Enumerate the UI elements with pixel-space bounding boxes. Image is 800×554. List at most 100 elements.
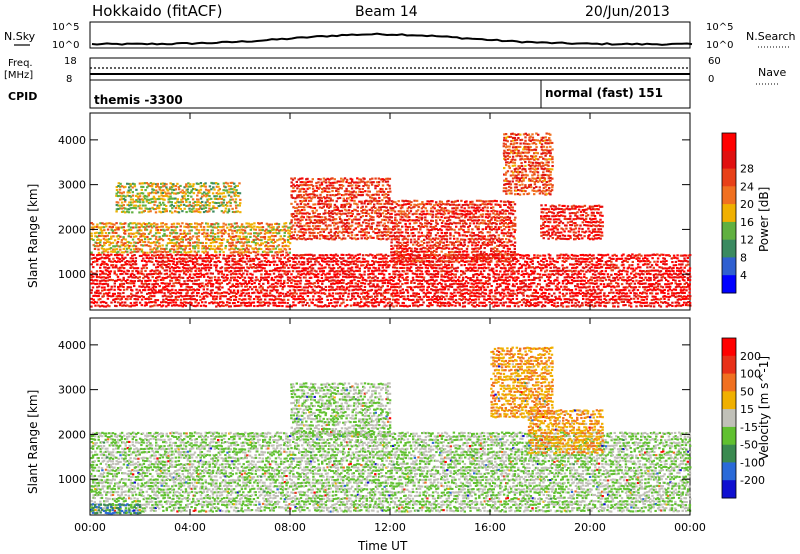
power-heatmap-cell (688, 288, 691, 291)
power-heatmap-cell (452, 294, 456, 297)
power-heatmap-cell (330, 282, 333, 285)
power-heatmap-cell (615, 276, 619, 279)
power-heatmap-cell (472, 269, 475, 272)
power-heatmap-cell (270, 278, 273, 281)
power-heatmap-cell (524, 298, 527, 301)
power-heatmap-cell (603, 273, 606, 276)
power-heatmap-cell (367, 276, 370, 279)
power-heatmap-cell (676, 269, 679, 272)
power-heatmap-cell (349, 304, 353, 307)
power-heatmap-cell (131, 254, 134, 257)
power-heatmap-cell (138, 285, 141, 288)
power-heatmap-cell (219, 292, 222, 295)
power-heatmap-cell (302, 297, 305, 300)
power-heatmap-cell (633, 286, 636, 289)
power-heatmap-cell (588, 295, 591, 298)
power-heatmap-cell (462, 289, 465, 292)
power-heatmap-cell (126, 272, 129, 275)
power-heatmap-cell (682, 288, 686, 291)
power-heatmap-cell (117, 269, 120, 272)
power-heatmap-cell (283, 234, 286, 237)
power-heatmap-cell (209, 294, 213, 297)
power-heatmap-cell (349, 254, 352, 257)
power-heatmap-cell (678, 276, 681, 279)
power-heatmap-cell (103, 301, 106, 304)
power-heatmap-cell (572, 263, 575, 266)
power-heatmap-cell (254, 279, 257, 282)
power-heatmap-cell (254, 264, 257, 267)
power-heatmap-cell (460, 282, 463, 285)
power-heatmap-cell (419, 298, 422, 301)
power-heatmap-cell (540, 269, 543, 272)
power-heatmap-cell (668, 270, 672, 273)
power-heatmap-cell (261, 254, 265, 257)
power-heatmap-cell (681, 263, 684, 266)
power-heatmap-cell (167, 295, 170, 298)
power-heatmap-cell (115, 279, 118, 282)
power-heatmap-cell (506, 305, 509, 308)
power-heatmap-cell (401, 304, 404, 307)
power-heatmap-cell (358, 257, 361, 260)
power-heatmap-cell (111, 229, 115, 232)
power-heatmap-cell (282, 264, 285, 267)
power-heatmap-cell (206, 272, 209, 275)
power-heatmap-cell (92, 238, 95, 241)
power-heatmap-cell (656, 260, 659, 263)
power-heatmap-cell (556, 286, 559, 289)
power-heatmap-cell (133, 267, 136, 270)
power-heatmap-cell (286, 291, 289, 294)
power-heatmap-cell (310, 264, 313, 267)
power-heatmap-cell (420, 285, 423, 288)
power-heatmap-cell (102, 295, 105, 298)
power-heatmap-cell (451, 272, 454, 275)
power-heatmap-cell (357, 269, 360, 272)
power-heatmap-cell (486, 258, 490, 261)
power-heatmap-cell (336, 254, 339, 257)
power-heatmap-cell (434, 289, 438, 292)
power-heatmap-cell (120, 223, 123, 226)
power-heatmap-cell (313, 258, 316, 261)
power-heatmap-cell (133, 298, 136, 301)
power-heatmap-cell (515, 289, 519, 292)
power-heatmap-cell (90, 289, 93, 292)
power-heatmap-cell (536, 283, 540, 286)
power-heatmap-cell (272, 228, 275, 231)
power-heatmap-cell (277, 232, 281, 235)
power-heatmap-cell (204, 266, 207, 269)
power-heatmap-cell (540, 259, 543, 262)
power-heatmap-cell (449, 283, 452, 286)
power-heatmap-cell (270, 294, 274, 297)
power-heatmap-cell (345, 286, 349, 289)
power-heatmap-cell (600, 270, 604, 273)
power-heatmap-cell (588, 253, 592, 256)
power-heatmap-cell (297, 301, 300, 304)
power-heatmap-cell (397, 298, 400, 301)
power-heatmap-cell (163, 292, 166, 295)
power-heatmap-cell (122, 285, 125, 288)
power-heatmap-cell (613, 253, 616, 256)
power-heatmap-cell (523, 254, 526, 257)
power-heatmap-cell (504, 279, 507, 282)
power-heatmap-cell (147, 276, 150, 279)
power-heatmap-cell (119, 283, 122, 286)
power-heatmap-cell (206, 263, 210, 266)
power-heatmap-cell (110, 288, 113, 291)
power-heatmap-cell (233, 279, 236, 282)
power-heatmap-cell (222, 295, 226, 298)
power-heatmap-cell (510, 270, 513, 273)
power-heatmap-cell (222, 254, 225, 257)
power-heatmap-cell (340, 288, 343, 291)
power-heatmap-cell (433, 273, 436, 276)
power-heatmap-cell (260, 253, 263, 256)
power-heatmap-cell (413, 292, 416, 295)
power-heatmap-cell (592, 295, 595, 298)
power-heatmap-cell (179, 304, 183, 307)
power-heatmap-cell (261, 229, 264, 232)
power-heatmap-cell (481, 263, 484, 266)
power-heatmap-cell (337, 276, 340, 279)
power-heatmap-cell (103, 288, 106, 291)
power-heatmap-cell (665, 279, 668, 282)
power-heatmap-cell (542, 297, 545, 300)
power-heatmap-cell (143, 238, 147, 241)
power-heatmap-cell (577, 257, 580, 260)
